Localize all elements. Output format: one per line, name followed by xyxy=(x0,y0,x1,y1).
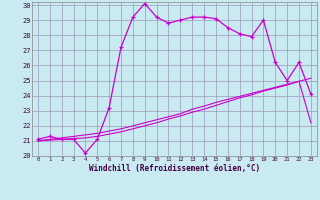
X-axis label: Windchill (Refroidissement éolien,°C): Windchill (Refroidissement éolien,°C) xyxy=(89,164,260,173)
